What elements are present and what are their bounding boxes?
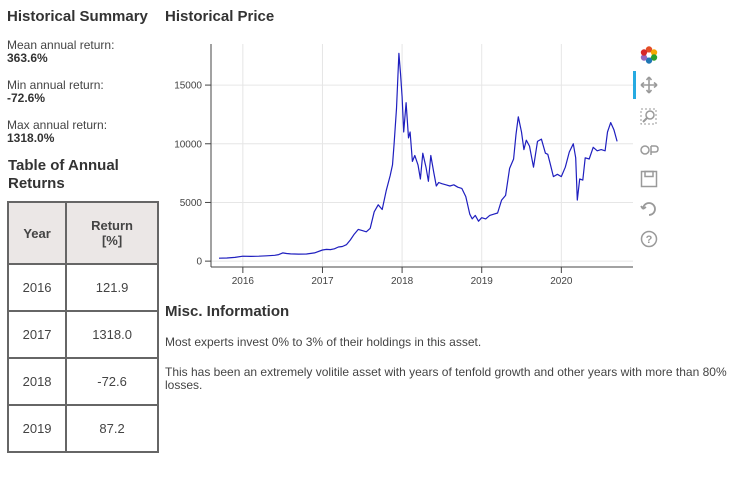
bokeh-logo-icon[interactable] bbox=[634, 42, 664, 68]
stat-mean: Mean annual return: 363.6% bbox=[7, 39, 159, 65]
table-row: 2017 1318.0 bbox=[6, 310, 159, 359]
price-title: Historical Price bbox=[165, 8, 275, 25]
y-tick-label: 10000 bbox=[174, 139, 202, 150]
pan-icon-glyph bbox=[640, 76, 658, 94]
stat-min: Min annual return: -72.6% bbox=[7, 79, 159, 105]
save-icon[interactable] bbox=[634, 166, 664, 192]
price-chart[interactable]: 2016 2017 2018 2019 2020 0 5000 10000 15000 bbox=[165, 34, 635, 294]
box-zoom-icon[interactable] bbox=[634, 104, 664, 130]
left-panel: Historical Summary Mean annual return: 3… bbox=[6, 8, 159, 453]
cell-year: 2018 bbox=[6, 357, 68, 406]
stat-mean-value: 363.6% bbox=[7, 51, 48, 65]
help-icon-glyph: ? bbox=[640, 230, 658, 248]
price-series-line bbox=[218, 52, 618, 259]
table-row: 2019 87.2 bbox=[6, 404, 159, 453]
y-tick-label: 0 bbox=[196, 257, 202, 268]
summary-title: Historical Summary bbox=[7, 8, 148, 25]
help-icon[interactable]: ? bbox=[634, 226, 664, 252]
cell-year: 2016 bbox=[6, 263, 68, 312]
x-tick-label: 2019 bbox=[471, 276, 494, 287]
y-tick-label: 5000 bbox=[180, 198, 203, 209]
x-tick-label: 2016 bbox=[232, 276, 255, 287]
box-zoom-icon-glyph bbox=[640, 108, 657, 125]
wheel-zoom-icon[interactable] bbox=[634, 136, 664, 162]
stat-min-value: -72.6% bbox=[7, 91, 46, 105]
cell-year: 2017 bbox=[6, 310, 68, 359]
stat-min-label: Min annual return: bbox=[7, 78, 104, 92]
table-row: 2016 121.9 bbox=[6, 263, 159, 312]
x-tick-label: 2020 bbox=[550, 276, 573, 287]
bokeh-logo-icon-glyph bbox=[640, 46, 658, 64]
pan-icon[interactable] bbox=[634, 72, 664, 98]
stat-max-value: 1318.0% bbox=[7, 131, 55, 145]
cell-return: 87.2 bbox=[65, 404, 159, 453]
active-tool-indicator bbox=[633, 71, 636, 99]
misc-title: Misc. Information bbox=[165, 303, 290, 320]
table-row: 2018 -72.6 bbox=[6, 357, 159, 406]
annual-table-title: Table of Annual Returns bbox=[8, 157, 119, 192]
x-tick-label: 2018 bbox=[391, 276, 414, 287]
annual-returns-table: Year Return [%] 2016 121.9 2017 1318.0 2… bbox=[6, 201, 159, 453]
stat-max-label: Max annual return: bbox=[7, 118, 108, 132]
reset-icon[interactable] bbox=[634, 196, 664, 222]
stat-max: Max annual return: 1318.0% bbox=[7, 119, 159, 145]
stat-mean-label: Mean annual return: bbox=[7, 38, 115, 52]
x-tick-label: 2017 bbox=[311, 276, 334, 287]
misc-paragraph-1: Most experts invest 0% to 3% of their ho… bbox=[165, 335, 482, 349]
wheel-zoom-icon-glyph bbox=[640, 145, 659, 155]
cell-return: 121.9 bbox=[65, 263, 159, 312]
cell-year: 2019 bbox=[6, 404, 68, 453]
save-icon-glyph bbox=[640, 170, 658, 188]
y-tick-label: 15000 bbox=[174, 81, 202, 92]
col-year: Year bbox=[6, 201, 68, 265]
col-return-label: Return [%] bbox=[91, 218, 133, 248]
cell-return: 1318.0 bbox=[65, 310, 159, 359]
reset-icon-glyph bbox=[640, 202, 656, 216]
col-return: Return [%] bbox=[65, 201, 159, 265]
cell-return: -72.6 bbox=[65, 357, 159, 406]
misc-paragraph-2: This has been an extremely volitile asse… bbox=[165, 365, 727, 392]
svg-text:?: ? bbox=[646, 234, 653, 246]
